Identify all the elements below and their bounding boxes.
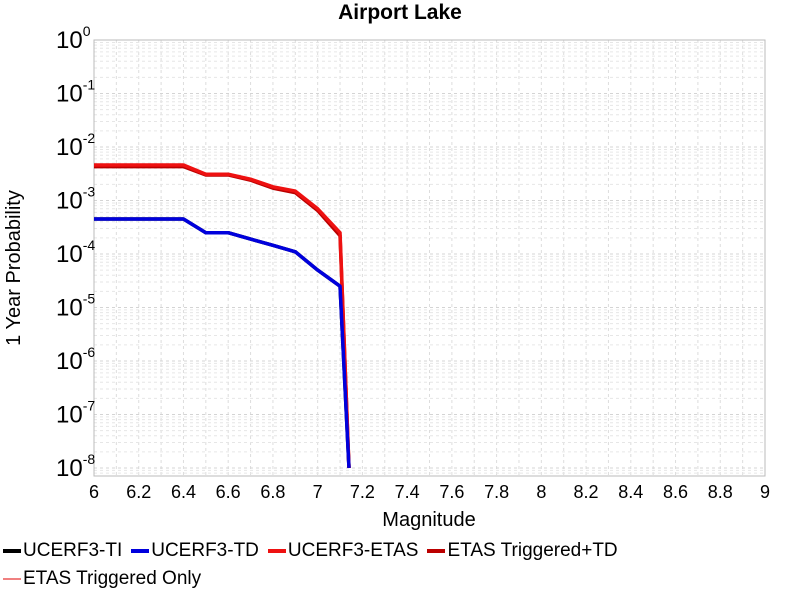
legend-row: ETAS Triggered Only [0,565,800,593]
y-tick-label: 10-2 [56,130,95,161]
x-tick-label: 7.2 [350,482,375,502]
series-line-ucerf3-etas [94,163,351,469]
x-tick-label: 6 [89,482,99,502]
x-tick-label: 6.2 [126,482,151,502]
x-tick-label: 8.2 [574,482,599,502]
legend-swatch [3,578,21,580]
x-tick-label: 7.4 [395,482,420,502]
legend-item-etas-triggered-only: ETAS Triggered Only [0,568,201,590]
legend-label: UCERF3-TD [151,540,259,561]
series-group [94,163,351,469]
legend-swatch [3,549,21,553]
y-tick-label: 10-8 [56,451,95,482]
y-tick-label: 100 [56,23,91,54]
legend-swatch [267,549,286,553]
legend-label: ETAS Triggered Only [23,568,202,589]
x-tick-label: 6.8 [260,482,285,502]
x-tick-label: 8.6 [663,482,688,502]
legend-row: UCERF3-TI UCERF3-TD UCERF3-ETAS ETAS Tri… [0,537,800,565]
y-tick-label: 10-1 [56,76,95,107]
y-axis-label: 1 Year Probability [3,190,25,346]
x-tick-label: 8.8 [708,482,733,502]
series-line-ucerf3-td [94,217,351,469]
x-tick-label: 7.6 [439,482,464,502]
x-tick-label: 6.4 [171,482,196,502]
x-tick-label: 8.4 [618,482,643,502]
legend-label: UCERF3-TI [23,540,123,561]
y-tick-label: 10-4 [56,237,95,268]
y-tick-label: 10-7 [56,397,95,428]
x-tick-labels: 6 6.2 6.4 6.6 6.8 7 7.2 7.4 7.6 7.8 8 8.2 8.4 8.6 8.8 9 [89,482,770,502]
legend-item-etas-triggered-td: ETAS Triggered+TD [424,540,618,562]
grid [93,39,766,476]
legend-item-ucerf3-td: UCERF3-TD [128,540,259,562]
y-tick-label: 10-5 [56,290,95,321]
x-tick-label: 6.6 [216,482,241,502]
y-tick-label: 10-6 [56,344,95,375]
x-tick-label: 9 [760,482,770,502]
legend-item-ucerf3-etas: UCERF3-ETAS [265,540,419,562]
plot-border [93,39,766,477]
legend: UCERF3-TI UCERF3-TD UCERF3-ETAS ETAS Tri… [0,537,800,593]
y-tick-labels: 100 10-1 10-2 10-3 10-4 10-5 10-6 10-7 10-8 [56,23,95,482]
x-tick-label: 7.8 [484,482,509,502]
y-tick-label: 10-3 [56,183,95,214]
chart-title: Airport Lake [338,1,462,24]
x-tick-label: 7 [313,482,323,502]
legend-label: UCERF3-ETAS [287,540,419,561]
x-tick-label: 8 [536,482,546,502]
legend-label: ETAS Triggered+TD [447,540,618,561]
x-axis-label: Magnitude [382,509,475,531]
legend-swatch [131,549,150,553]
legend-swatch [427,549,446,553]
legend-item-ucerf3-ti: UCERF3-TI [0,540,122,562]
